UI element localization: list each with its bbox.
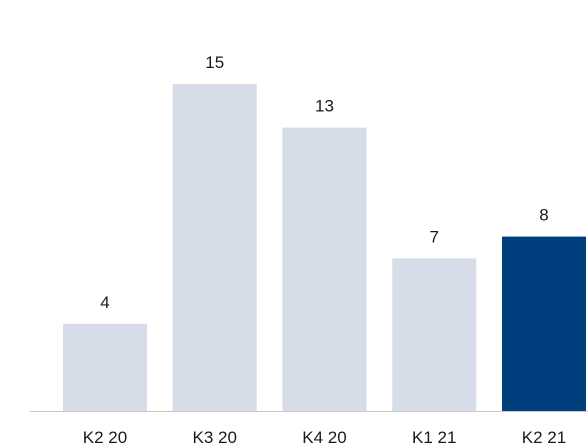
bar-k4-20 (282, 127, 367, 411)
bar-value-label: 4 (100, 293, 109, 312)
x-tick-label: K2 20 (83, 428, 127, 447)
x-tick-label: K2 21 (522, 428, 566, 447)
bars-group (63, 84, 586, 411)
bar-value-label: 15 (205, 53, 224, 72)
bar-k1-21 (392, 258, 477, 411)
x-tick-label: K1 21 (412, 428, 456, 447)
bar-value-label: 7 (430, 227, 439, 246)
x-axis-tick-labels: K2 20 K3 20 K4 20 K1 21 K2 21 (83, 428, 566, 447)
x-tick-label: K3 20 (193, 428, 237, 447)
bar-k2-20 (63, 323, 147, 411)
x-tick-label: K4 20 (302, 428, 346, 447)
bar-k3-20 (172, 84, 257, 411)
value-labels-group: 4 15 13 7 8 (100, 53, 548, 312)
bar-value-label: 8 (539, 206, 548, 225)
bar-value-label: 13 (315, 97, 334, 116)
bar-k2-21 (502, 236, 586, 411)
